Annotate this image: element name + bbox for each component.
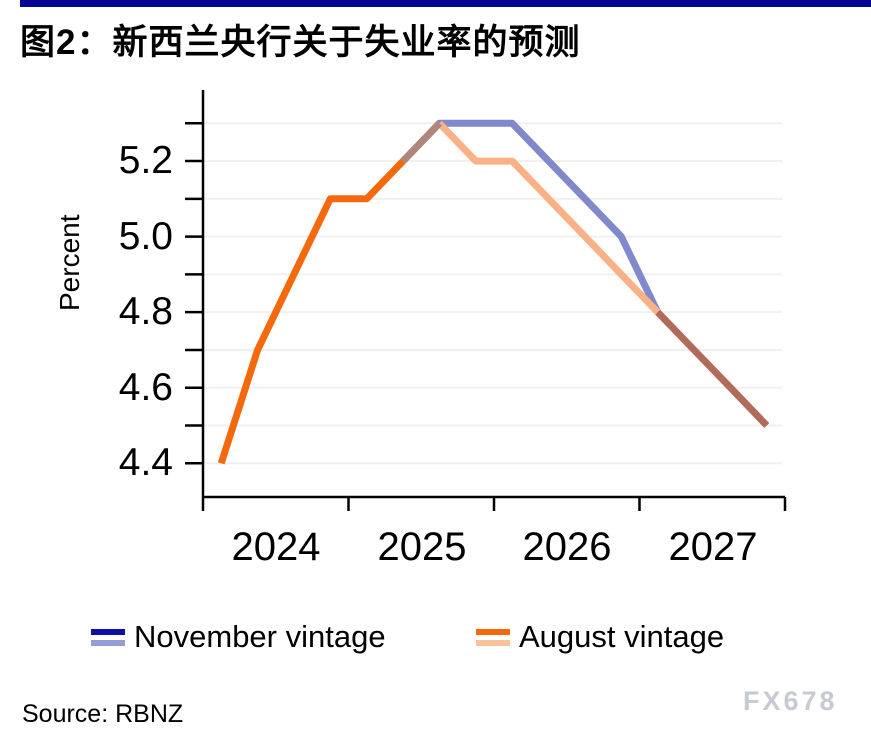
august-vintage-actual-line	[217, 158, 406, 465]
august-forecast-color-bar	[476, 639, 510, 646]
legend-label-august: August vintage	[519, 619, 725, 654]
y-axis-title: Percent	[54, 214, 85, 312]
top-accent-bar	[20, 0, 871, 7]
x-tick-label: 2025	[377, 525, 467, 569]
watermark: FX678	[743, 686, 838, 716]
november-line-swatch-icon	[91, 628, 125, 646]
x-tick-label: 2024	[231, 525, 321, 569]
y-tick-label: 5.0	[118, 215, 173, 258]
august-line-swatch-icon	[476, 628, 510, 646]
overlap-rise-segment	[400, 120, 442, 164]
november-actual-color-bar	[91, 628, 125, 635]
legend-label-november: November vintage	[134, 619, 386, 654]
november-forecast-color-bar	[91, 639, 125, 646]
y-tick-label: 4.4	[118, 441, 173, 484]
line-chart-plot	[185, 90, 787, 511]
y-tick-label: 4.8	[118, 290, 173, 333]
chart-title: 图2：新西兰央行关于失业率的预测	[20, 23, 581, 62]
november-vintage-line	[400, 119, 661, 314]
x-tick-label: 2027	[668, 525, 758, 569]
x-tick-label: 2026	[522, 525, 612, 569]
y-tick-label: 5.2	[118, 139, 173, 182]
source-note: Source: RBNZ	[22, 700, 184, 728]
merged-forecast-line	[655, 309, 770, 428]
y-tick-label: 4.6	[118, 366, 173, 409]
legend-item-august: August vintage	[476, 616, 724, 658]
august-vintage-forecast-line	[436, 120, 661, 315]
legend-item-november: November vintage	[91, 616, 386, 658]
august-actual-color-bar	[476, 628, 510, 635]
